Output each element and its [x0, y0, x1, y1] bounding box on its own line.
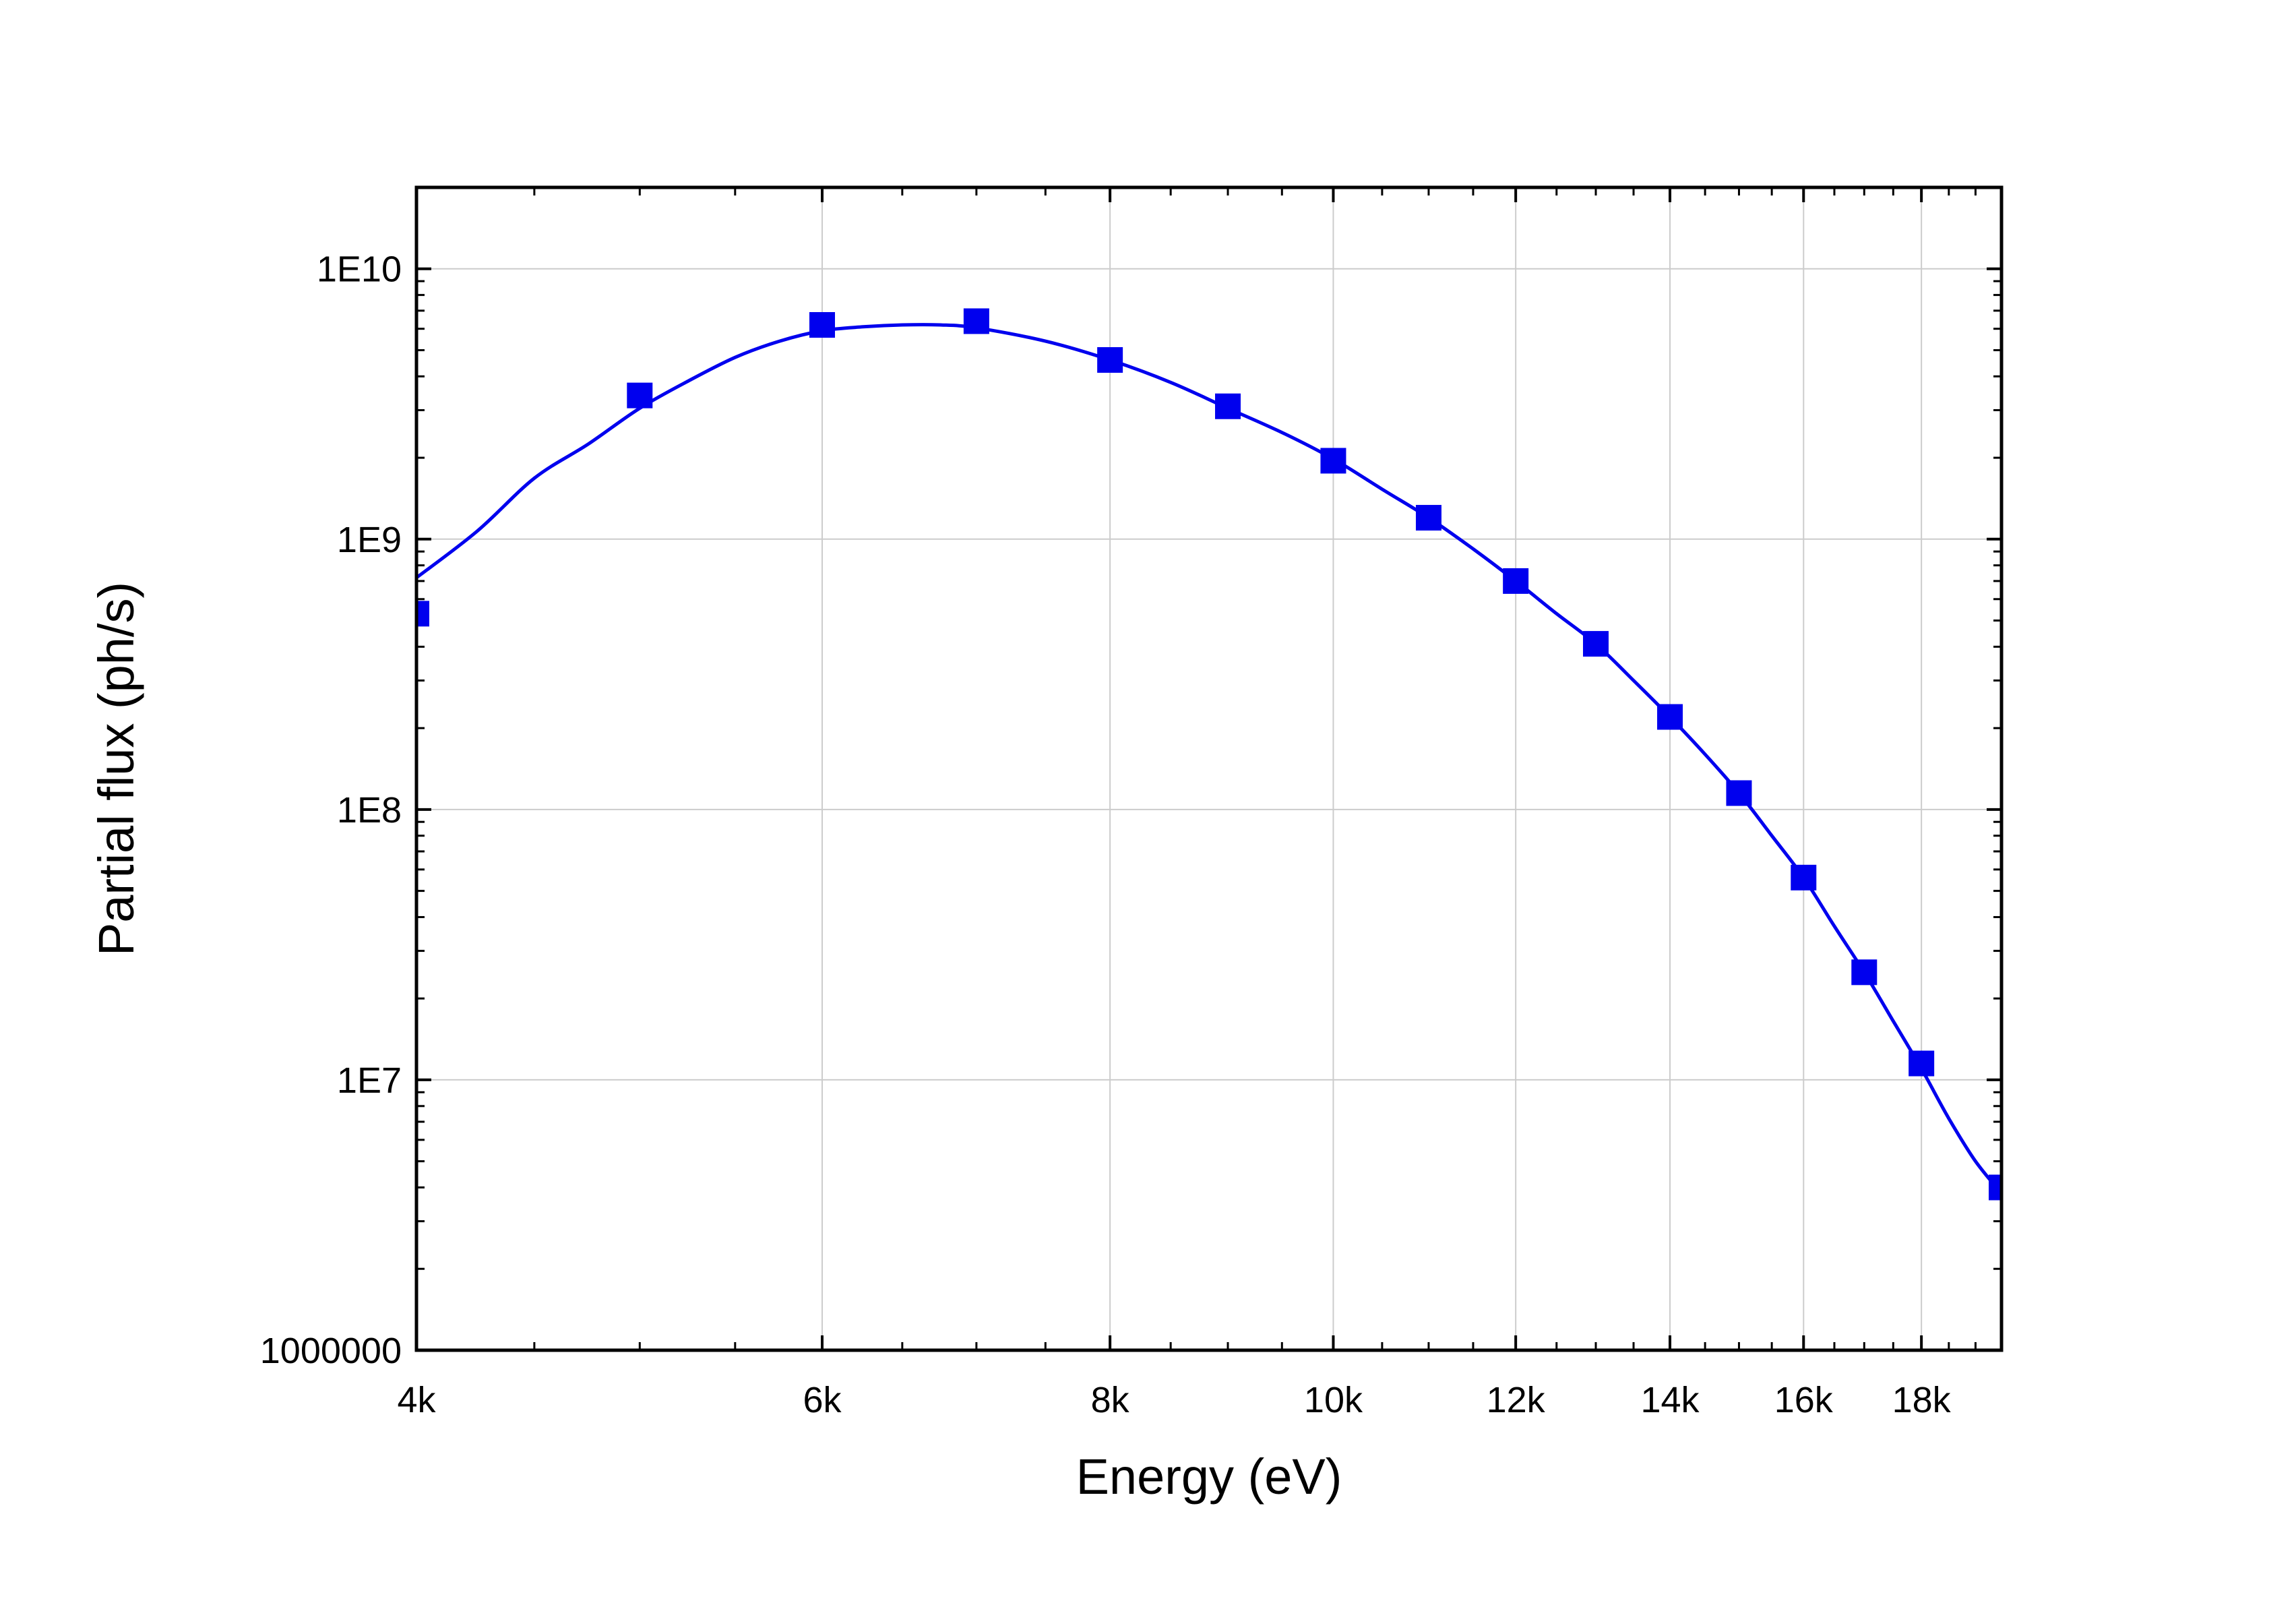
- data-point: [1503, 568, 1529, 594]
- data-point: [963, 308, 989, 334]
- data-point: [627, 382, 653, 409]
- x-tick-label: 10k: [1304, 1380, 1363, 1420]
- y-axis-title: Partial flux (ph/s): [88, 582, 144, 956]
- x-tick-label: 4k: [397, 1380, 436, 1420]
- data-point: [1791, 864, 1817, 890]
- data-point: [1215, 393, 1241, 419]
- data-point: [1582, 631, 1609, 657]
- y-tick-labels: 1000000 1E7 1E8 1E9 1E10: [260, 249, 402, 1371]
- x-tick-label: 16k: [1774, 1380, 1834, 1420]
- x-axis-title: Energy (eV): [1076, 1449, 1342, 1505]
- x-tick-label: 18k: [1892, 1380, 1952, 1420]
- data-point: [1909, 1050, 1935, 1077]
- x-tick-label: 8k: [1091, 1380, 1130, 1420]
- data-point: [1657, 704, 1683, 730]
- y-tick-label: 1E7: [337, 1060, 402, 1101]
- data-point: [809, 311, 836, 338]
- y-tick-label: 1E10: [317, 249, 402, 290]
- data-point: [416, 601, 429, 627]
- y-tick-label: 1E9: [337, 520, 402, 560]
- x-tick-label: 12k: [1487, 1380, 1546, 1420]
- gridlines: [416, 187, 2002, 1350]
- x-tick-labels: 4k 6k 8k 10k 12k 14k 16k 18k: [397, 1380, 1951, 1420]
- data-point: [1415, 505, 1441, 531]
- data-point: [1097, 346, 1123, 373]
- plot-content: [416, 308, 2002, 1201]
- y-tick-label: 1E8: [337, 790, 402, 830]
- data-point: [1320, 448, 1346, 474]
- data-point: [1989, 1174, 2002, 1201]
- x-tick-label: 14k: [1640, 1380, 1700, 1420]
- y-tick-label: 1000000: [260, 1331, 402, 1371]
- x-tick-label: 6k: [803, 1380, 842, 1420]
- data-point: [1726, 780, 1752, 806]
- series-markers: [416, 308, 2002, 1201]
- plot-frame: [414, 185, 2004, 1352]
- data-point: [1851, 959, 1878, 986]
